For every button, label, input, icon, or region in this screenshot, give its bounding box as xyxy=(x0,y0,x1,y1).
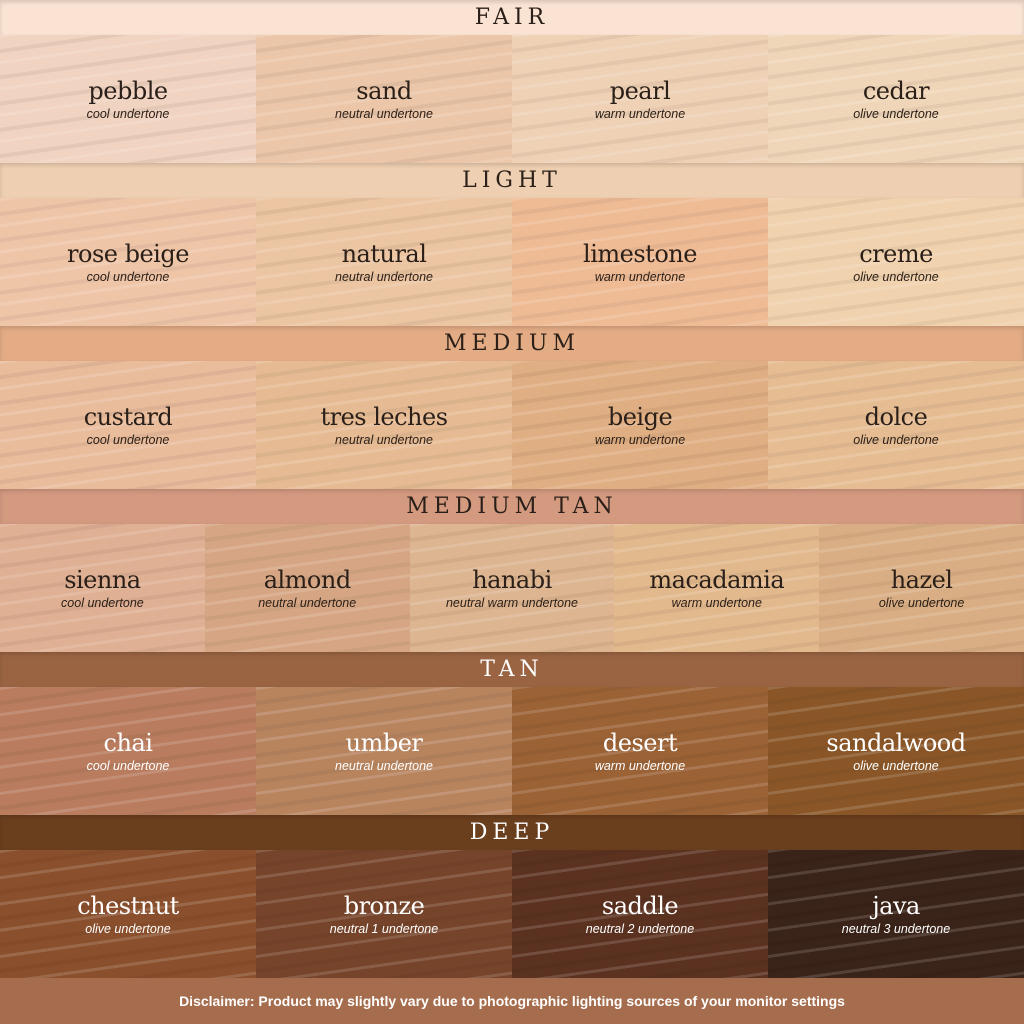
shade-swatch: dolce olive undertone xyxy=(768,361,1024,489)
shade-swatch: desert warm undertone xyxy=(512,687,768,815)
shade-swatch: natural neutral undertone xyxy=(256,198,512,326)
shade-row: sienna cool undertone almond neutral undert… xyxy=(0,524,1024,652)
shade-undertone: warm undertone xyxy=(594,433,686,447)
shade-swatch: sandalwood olive undertone xyxy=(768,687,1024,815)
shade-chart: FAIR pebble cool undertone sand neutral unde… xyxy=(0,0,1024,978)
shade-undertone: warm undertone xyxy=(594,759,686,773)
shade-undertone: olive undertone xyxy=(853,270,939,284)
shade-name: limestone xyxy=(583,240,697,268)
shade-row: rose beige cool undertone natural neutral u… xyxy=(0,198,1024,326)
shade-undertone: warm undertone xyxy=(594,270,686,284)
shade-row: chai cool undertone umber neutral undertone… xyxy=(0,687,1024,815)
shade-name: pebble xyxy=(88,77,168,105)
shade-row: pebble cool undertone sand neutral underton… xyxy=(0,35,1024,163)
shade-name: rose beige xyxy=(67,240,189,268)
shade-name: beige xyxy=(607,403,673,431)
shade-name: tres leches xyxy=(320,403,448,431)
shade-swatch: beige warm undertone xyxy=(512,361,768,489)
shade-undertone: cool undertone xyxy=(86,433,170,447)
shade-name: cedar xyxy=(862,77,930,105)
category-header: MEDIUM xyxy=(0,326,1024,361)
shade-swatch: bronze neutral 1 undertone xyxy=(256,850,512,978)
shade-name: dolce xyxy=(864,403,928,431)
shade-name: saddle xyxy=(601,892,679,920)
shade-undertone: neutral 3 undertone xyxy=(841,922,951,936)
shade-undertone: cool undertone xyxy=(61,596,144,610)
shade-undertone: neutral undertone xyxy=(335,107,433,121)
shade-swatch: cedar olive undertone xyxy=(768,35,1024,163)
category-header: LIGHT xyxy=(0,163,1024,198)
shade-name: umber xyxy=(345,729,423,757)
shade-name: sandalwood xyxy=(826,729,966,757)
shade-undertone: neutral undertone xyxy=(335,759,433,773)
shade-undertone: olive undertone xyxy=(853,433,939,447)
shade-name: custard xyxy=(83,403,173,431)
category-header: TAN xyxy=(0,652,1024,687)
category-header: DEEP xyxy=(0,815,1024,850)
shade-swatch: sand neutral undertone xyxy=(256,35,512,163)
shade-undertone: olive undertone xyxy=(853,759,939,773)
shade-swatch: pebble cool undertone xyxy=(0,35,256,163)
shade-name: chestnut xyxy=(77,892,179,920)
shade-name: chai xyxy=(103,729,153,757)
shade-name: natural xyxy=(341,240,427,268)
shade-swatch: saddle neutral 2 undertone xyxy=(512,850,768,978)
shade-row: chestnut olive undertone bronze neutral 1 u… xyxy=(0,850,1024,978)
shade-undertone: cool undertone xyxy=(86,270,170,284)
shade-undertone: neutral undertone xyxy=(335,433,433,447)
shade-swatch: chestnut olive undertone xyxy=(0,850,256,978)
shade-name: macadamia xyxy=(649,566,785,594)
shade-swatch: chai cool undertone xyxy=(0,687,256,815)
shade-undertone: neutral 1 undertone xyxy=(329,922,439,936)
shade-swatch: custard cool undertone xyxy=(0,361,256,489)
shade-swatch: umber neutral undertone xyxy=(256,687,512,815)
shade-swatch: hanabi neutral warm undertone xyxy=(409,524,615,652)
shade-undertone: cool undertone xyxy=(86,107,170,121)
shade-name: hazel xyxy=(890,566,953,594)
shade-swatch: java neutral 3 undertone xyxy=(768,850,1024,978)
shade-swatch: hazel olive undertone xyxy=(819,524,1024,652)
shade-swatch: macadamia warm undertone xyxy=(614,524,820,652)
shade-swatch: almond neutral undertone xyxy=(204,524,410,652)
shade-undertone: neutral undertone xyxy=(335,270,433,284)
category-header: MEDIUM TAN xyxy=(0,489,1024,524)
shade-undertone: olive undertone xyxy=(878,596,965,610)
shade-row: custard cool undertone tres leches neutral … xyxy=(0,361,1024,489)
shade-name: java xyxy=(872,892,920,920)
shade-undertone: neutral warm undertone xyxy=(445,596,578,610)
shade-undertone: neutral undertone xyxy=(258,596,357,610)
shade-swatch: pearl warm undertone xyxy=(512,35,768,163)
shade-name: hanabi xyxy=(472,566,552,594)
shade-undertone: warm undertone xyxy=(671,596,762,610)
shade-undertone: olive undertone xyxy=(85,922,171,936)
shade-undertone: cool undertone xyxy=(86,759,170,773)
shade-name: desert xyxy=(602,729,678,757)
shade-name: almond xyxy=(263,566,352,594)
shade-swatch: sienna cool undertone xyxy=(0,524,205,652)
disclaimer: Disclaimer: Product may slightly vary du… xyxy=(179,993,845,1009)
shade-name: creme xyxy=(859,240,933,268)
shade-undertone: warm undertone xyxy=(594,107,686,121)
category-header: FAIR xyxy=(0,0,1024,35)
shade-undertone: neutral 2 undertone xyxy=(585,922,695,936)
shade-swatch: creme olive undertone xyxy=(768,198,1024,326)
shade-name: bronze xyxy=(343,892,425,920)
shade-undertone: olive undertone xyxy=(853,107,939,121)
shade-name: sienna xyxy=(64,566,141,594)
shade-swatch: tres leches neutral undertone xyxy=(256,361,512,489)
shade-swatch: limestone warm undertone xyxy=(512,198,768,326)
shade-swatch: rose beige cool undertone xyxy=(0,198,256,326)
shade-name: pearl xyxy=(609,77,671,105)
shade-name: sand xyxy=(356,77,412,105)
